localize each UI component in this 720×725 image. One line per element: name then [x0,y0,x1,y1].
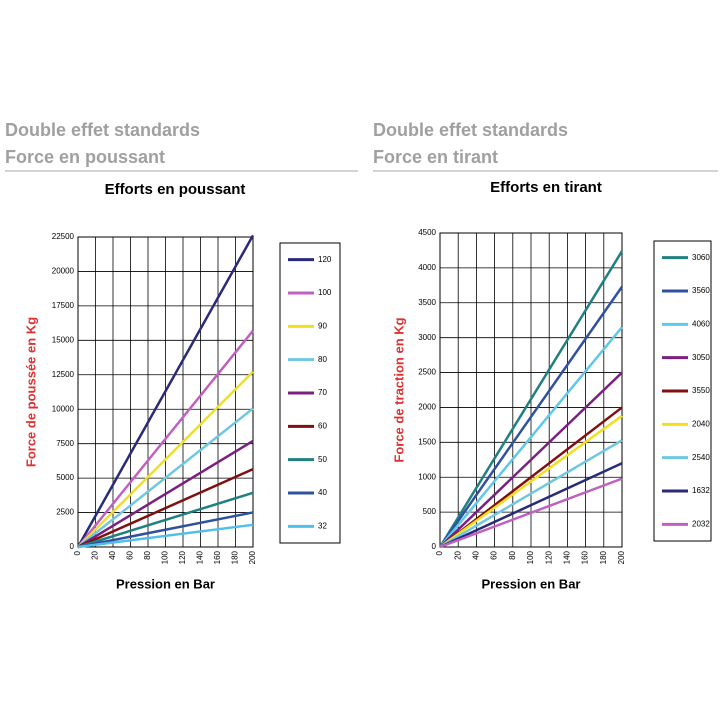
y-axis-label: Force de poussée en Kg [23,317,38,467]
chart-title: Efforts en poussant [105,181,246,198]
legend-label: 40 [318,488,327,497]
legend-label: 2032 [692,519,710,528]
legend-label: 50 [318,455,327,464]
subheading: Force en poussant [5,147,165,167]
x-tick-label: 140 [563,550,572,564]
y-tick-label: 17500 [52,301,75,310]
x-tick-label: 100 [161,550,170,564]
legend-label: 100 [318,288,332,297]
legend-label: 2040 [692,419,710,428]
series-line [77,370,254,548]
x-tick-label: 80 [508,550,517,559]
x-tick-label: 180 [231,550,240,564]
x-tick-label: 160 [581,550,590,564]
x-tick-label: 60 [126,550,135,559]
series-line [439,326,623,548]
x-tick-label: 100 [526,550,535,564]
x-tick-label: 40 [108,550,117,559]
heading: Double effet standards [5,120,200,140]
x-axis-label: Pression en Bar [482,576,581,591]
legend-label: 60 [318,421,327,430]
y-tick-label: 4000 [418,263,436,272]
x-tick-label: 40 [472,550,481,559]
legend-label: 70 [318,388,327,397]
series-line [77,491,254,549]
y-tick-label: 12500 [52,370,75,379]
x-tick-label: 200 [617,550,626,564]
x-tick-label: 80 [143,550,152,559]
y-tick-label: 1000 [418,472,436,481]
y-tick-label: 4500 [418,228,436,237]
series-line [76,234,255,548]
x-tick-label: 0 [73,550,82,555]
series-line [77,439,254,549]
y-tick-label: 20000 [52,267,75,276]
legend-label: 3060 [692,253,710,262]
x-axis-label: Pression en Bar [116,576,215,591]
y-tick-label: 2500 [418,368,436,377]
series-line [439,477,623,549]
y-tick-label: 15000 [52,335,75,344]
series-line [439,439,623,549]
legend-label: 90 [318,321,327,330]
series-line [439,414,623,549]
series-line [77,468,254,549]
x-tick-label: 0 [435,550,444,555]
y-tick-label: 500 [423,507,437,516]
legend-label: 3560 [692,286,710,295]
series-line [77,407,254,548]
y-tick-label: 5000 [56,473,74,482]
series-line [438,250,624,548]
x-tick-label: 160 [213,550,222,564]
legend-label: 3050 [692,353,710,362]
legend-label: 32 [318,521,327,530]
series-line [77,329,254,548]
x-tick-label: 120 [544,550,553,564]
y-tick-label: 1500 [418,437,436,446]
x-tick-label: 20 [453,550,462,559]
y-tick-label: 22500 [52,232,75,241]
x-tick-label: 60 [490,550,499,559]
x-tick-label: 140 [196,550,205,564]
y-tick-label: 0 [70,542,75,551]
legend-label: 120 [318,255,332,264]
x-tick-label: 180 [599,550,608,564]
y-tick-label: 10000 [52,404,75,413]
series-line [438,286,624,548]
y-tick-label: 7500 [56,439,74,448]
y-tick-label: 0 [432,542,437,551]
series-line [77,511,254,549]
series-line [77,523,254,549]
y-tick-label: 3000 [418,333,436,342]
legend-label: 1632 [692,486,710,495]
x-tick-label: 120 [178,550,187,564]
y-axis-label: Force de traction en Kg [391,317,406,462]
legend-label: 3550 [692,386,710,395]
series-line [439,462,623,549]
series-line [439,371,623,548]
y-tick-label: 2500 [56,508,74,517]
y-tick-label: 3500 [418,298,436,307]
x-tick-label: 200 [248,550,257,564]
legend-label: 80 [318,355,327,364]
chart-title: Efforts en tirant [490,179,602,196]
y-tick-label: 2000 [418,403,436,412]
heading: Double effet standards [373,120,568,140]
subheading: Force en tirant [373,147,498,167]
x-tick-label: 20 [91,550,100,559]
legend-label: 4060 [692,319,710,328]
legend-label: 2540 [692,453,710,462]
